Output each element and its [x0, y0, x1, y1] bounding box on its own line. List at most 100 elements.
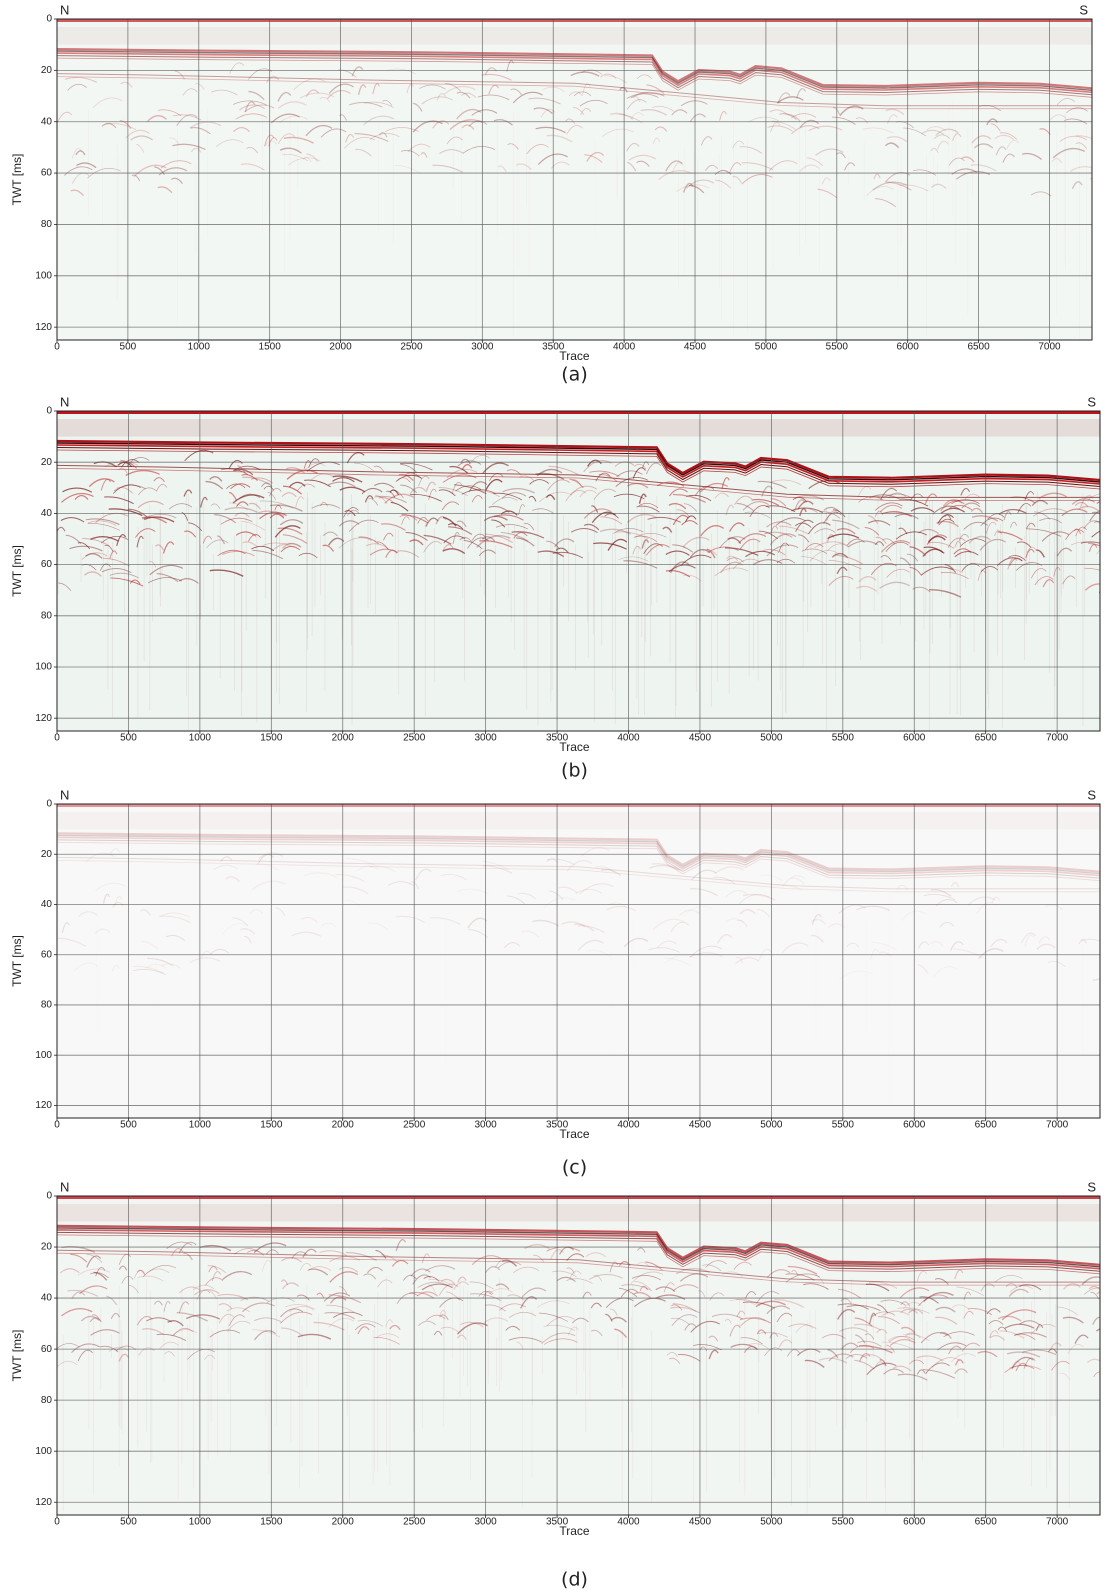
x-tick-label: 6000	[903, 1120, 926, 1131]
texture	[755, 1300, 786, 1308]
texture	[1034, 576, 1054, 586]
texture	[242, 541, 259, 548]
texture	[840, 1298, 852, 1304]
texture	[353, 462, 374, 472]
texture	[77, 1268, 110, 1276]
texture	[994, 530, 1002, 537]
texture	[397, 550, 420, 558]
texture	[931, 1357, 961, 1368]
texture	[200, 496, 208, 508]
texture	[814, 541, 848, 549]
texture	[803, 1283, 829, 1290]
texture	[686, 179, 715, 189]
caption: (d)	[561, 1569, 588, 1591]
x-tick-label: 0	[54, 1120, 60, 1131]
texture	[252, 549, 284, 560]
texture	[600, 516, 623, 525]
texture	[672, 544, 694, 553]
x-tick-label: 5000	[760, 1517, 783, 1528]
texture	[854, 1317, 873, 1327]
texture	[1091, 511, 1100, 515]
texture	[345, 1251, 377, 1261]
texture	[714, 866, 744, 875]
texture	[797, 500, 814, 511]
x-axis-label: Trace	[559, 1524, 590, 1538]
texture	[90, 1329, 120, 1336]
texture	[381, 1254, 399, 1263]
texture	[127, 508, 148, 518]
texture	[1042, 579, 1055, 588]
texture	[377, 1279, 393, 1288]
texture	[1096, 1291, 1100, 1295]
texture	[357, 1326, 370, 1335]
panel: 0 500 1000 1500 2000 2500 3000 3500 4000 4500 5000…	[10, 787, 1101, 1179]
texture	[700, 136, 713, 146]
texture	[538, 491, 573, 503]
texture	[533, 107, 553, 114]
texture	[827, 923, 846, 929]
texture	[959, 538, 986, 547]
texture	[1083, 1287, 1100, 1295]
texture	[916, 1355, 944, 1362]
texture	[828, 575, 854, 587]
texture	[226, 1307, 251, 1313]
texture	[423, 541, 443, 553]
texture	[149, 564, 184, 576]
texture	[277, 527, 303, 535]
texture	[609, 1261, 619, 1273]
texture	[335, 874, 365, 882]
texture	[233, 1248, 260, 1255]
texture	[412, 102, 423, 112]
texture	[739, 146, 763, 154]
texture	[541, 1332, 576, 1345]
texture	[375, 1333, 400, 1339]
texture	[818, 1357, 848, 1364]
texture	[419, 84, 446, 90]
texture	[722, 1271, 743, 1277]
texture	[1018, 1284, 1042, 1291]
texture	[739, 538, 761, 550]
texture	[382, 99, 393, 106]
texture	[1080, 541, 1100, 544]
texture	[954, 1368, 968, 1375]
texture	[994, 1275, 1023, 1283]
plot-frame	[56, 1195, 1101, 1516]
texture	[1008, 555, 1026, 561]
texture	[1038, 492, 1068, 500]
panel: 0 500 1000 1500 2000 2500 3000 3500 4000 4500 5000…	[10, 394, 1101, 782]
texture	[71, 1291, 86, 1300]
texture	[1017, 503, 1032, 514]
texture	[456, 108, 482, 120]
texture	[1064, 118, 1088, 125]
texture	[1065, 529, 1085, 540]
texture	[86, 1253, 103, 1263]
texture	[881, 1341, 915, 1351]
texture	[440, 874, 467, 880]
texture	[87, 522, 121, 531]
texture	[655, 1286, 676, 1292]
texture	[591, 511, 616, 523]
texture	[270, 113, 300, 124]
texture	[296, 1294, 310, 1301]
texture	[836, 566, 848, 575]
texture	[827, 533, 860, 540]
texture	[165, 934, 186, 942]
texture	[1049, 1342, 1062, 1351]
texture	[1008, 1288, 1029, 1297]
texture	[1032, 508, 1068, 517]
x-tick-label: 1500	[260, 1120, 283, 1131]
texture	[781, 942, 809, 954]
texture	[832, 519, 860, 530]
reflector	[57, 76, 1092, 110]
texture	[769, 533, 797, 546]
texture	[113, 484, 147, 492]
texture	[732, 175, 743, 184]
texture	[471, 533, 487, 541]
texture	[691, 869, 717, 881]
texture	[60, 517, 85, 523]
texture	[328, 1317, 355, 1328]
texture	[171, 1329, 197, 1337]
texture	[967, 896, 996, 906]
texture	[253, 1242, 287, 1253]
texture	[57, 1360, 78, 1367]
